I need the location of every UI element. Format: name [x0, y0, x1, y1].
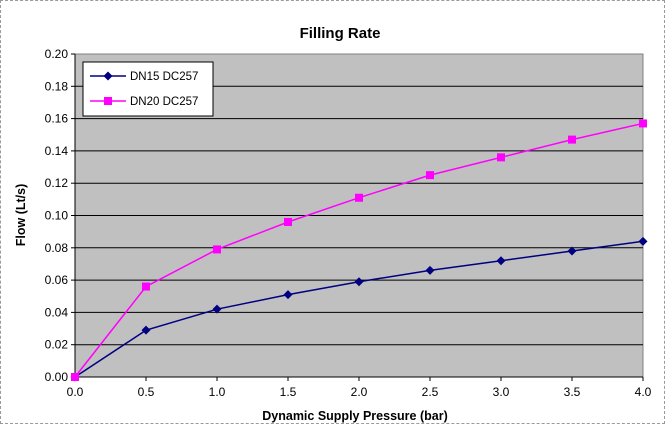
legend: DN15 DC257 DN20 DC257	[82, 61, 214, 117]
y-tick-label: 0.10	[45, 209, 69, 223]
data-point	[142, 282, 150, 291]
y-tick-label: 0.08	[45, 241, 69, 255]
x-tick-label: 2.0	[351, 385, 368, 399]
data-point	[567, 246, 577, 256]
y-tick-label: 0.06	[45, 273, 69, 287]
y-tick-label: 0.00	[45, 370, 69, 384]
data-point	[213, 245, 221, 254]
legend-label-dn15: DN15 DC257	[130, 71, 198, 83]
y-tick-label: 0.20	[45, 47, 69, 61]
data-point	[355, 193, 363, 202]
x-tick-label: 2.5	[422, 385, 439, 399]
y-axis-label: Flow (Lt/s)	[14, 184, 28, 247]
y-tick-label: 0.02	[45, 338, 69, 352]
data-point	[284, 217, 292, 226]
x-tick-label: 4.0	[635, 385, 652, 399]
y-axis-ticks: 0.00 0.02 0.04 0.06 0.08 0.10 0.12 0.14 0.16 0.18…	[45, 47, 75, 384]
data-point	[639, 119, 647, 128]
series-1	[70, 236, 648, 382]
y-tick-label: 0.04	[45, 305, 69, 319]
legend-item-dn20: DN20 DC257	[90, 96, 198, 108]
data-point	[497, 153, 505, 162]
data-point	[283, 290, 293, 300]
series-group	[70, 119, 648, 382]
data-point	[354, 277, 364, 287]
data-point	[141, 325, 151, 335]
data-point	[425, 265, 435, 275]
data-point	[638, 236, 648, 246]
x-tick-label: 1.0	[209, 385, 226, 399]
y-tick-label: 0.18	[45, 79, 69, 93]
series-2	[71, 119, 647, 381]
x-axis-label: Dynamic Supply Pressure (bar)	[262, 409, 447, 423]
data-point	[426, 171, 434, 180]
data-point	[212, 304, 222, 314]
data-point	[71, 373, 79, 381]
x-tick-label: 1.5	[280, 385, 297, 399]
x-tick-label: 3.0	[493, 385, 510, 399]
data-point	[568, 135, 576, 144]
y-tick-label: 0.14	[45, 144, 69, 158]
y-tick-label: 0.12	[45, 176, 69, 190]
legend-item-dn15: DN15 DC257	[90, 71, 198, 83]
data-point	[496, 256, 506, 266]
y-tick-label: 0.16	[45, 112, 69, 126]
legend-box	[82, 61, 214, 117]
legend-marker-diamond-icon	[103, 71, 113, 81]
legend-label-dn20: DN20 DC257	[130, 96, 198, 108]
x-tick-label: 3.5	[564, 385, 581, 399]
x-tick-label: 0.5	[138, 385, 155, 399]
x-tick-label: 0.0	[67, 385, 84, 399]
chart-title: Filling Rate	[300, 25, 381, 42]
legend-marker-square-icon	[104, 97, 112, 105]
x-axis-ticks: 0.0 0.5 1.0 1.5 2.0 2.5 3.0 3.5 4.0	[67, 54, 652, 399]
